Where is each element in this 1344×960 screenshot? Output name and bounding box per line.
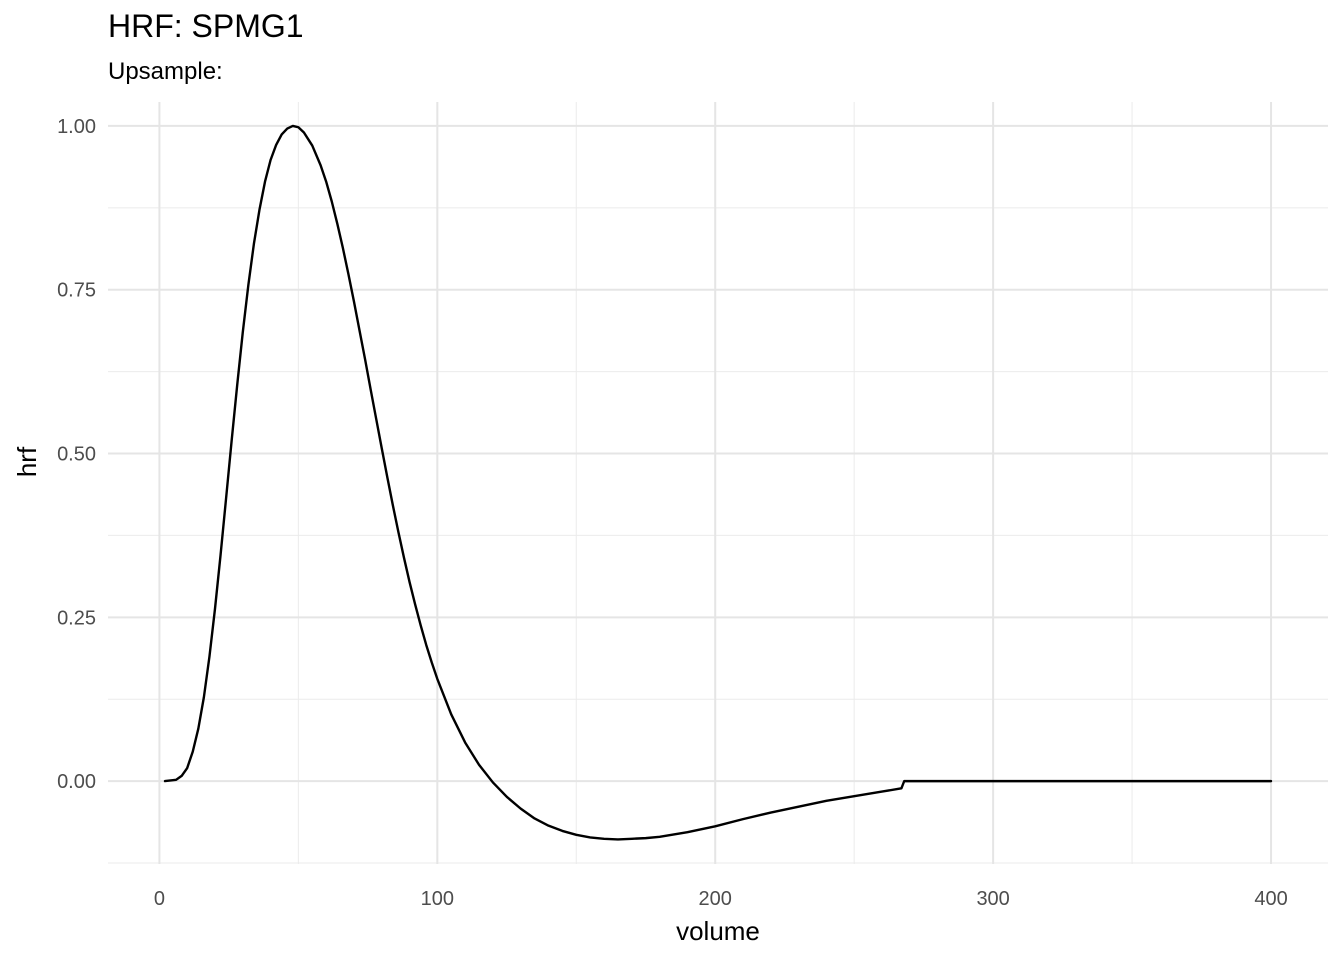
x-tick-label: 300 bbox=[976, 888, 1009, 910]
x-tick-label: 200 bbox=[699, 888, 732, 910]
series-layer bbox=[163, 124, 1273, 841]
x-axis-title: volume bbox=[676, 916, 760, 946]
x-tick-label: 100 bbox=[421, 888, 454, 910]
y-axis-ticks: 0.00 0.25 0.50 0.75 1.00 bbox=[57, 116, 96, 793]
minor-gridlines bbox=[108, 102, 1328, 864]
y-tick-label: 0.50 bbox=[57, 444, 96, 466]
y-tick-label: 0.00 bbox=[57, 771, 96, 793]
chart-title: HRF: SPMG1 bbox=[108, 8, 304, 44]
x-tick-label: 0 bbox=[154, 888, 165, 910]
series-line-0 bbox=[163, 124, 1273, 841]
y-tick-label: 0.75 bbox=[57, 280, 96, 302]
major-gridlines bbox=[108, 102, 1328, 864]
y-tick-label: 1.00 bbox=[57, 116, 96, 138]
y-axis-title: hrf bbox=[12, 446, 42, 477]
x-tick-label: 400 bbox=[1254, 888, 1287, 910]
y-tick-label: 0.25 bbox=[57, 607, 96, 629]
chart-subtitle: Upsample: bbox=[108, 58, 223, 85]
x-axis-ticks: 0 100 200 300 400 bbox=[154, 888, 1288, 910]
